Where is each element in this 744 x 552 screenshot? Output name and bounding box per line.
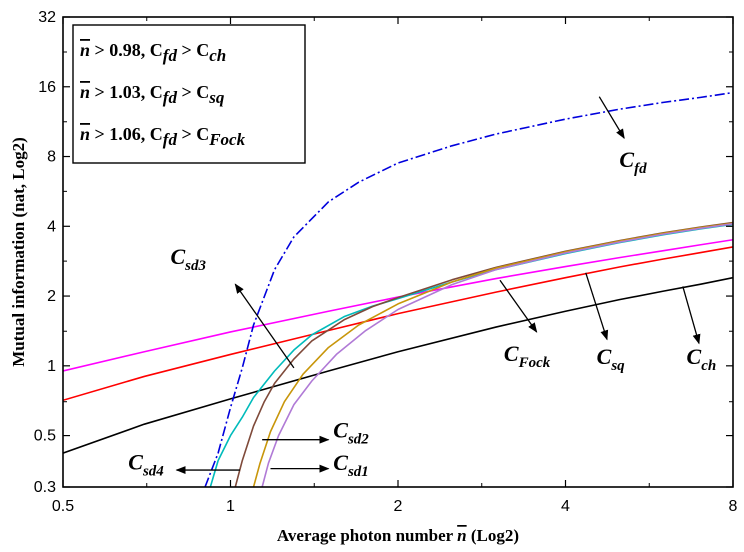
x-axis-title: Average photon number n (Log2) — [277, 526, 519, 545]
legend-compare: > C — [177, 124, 209, 144]
legend-compare: > C — [177, 40, 209, 60]
curve-label-main: C — [333, 450, 348, 475]
series-line-sq — [63, 246, 733, 402]
legend-entry: n > 0.98, Cfd > Cch — [80, 40, 226, 65]
annotation-arrow-fock — [499, 279, 538, 333]
x-tick-label: 2 — [394, 498, 403, 515]
legend-sub-1: fd — [163, 130, 178, 149]
y-tick-label: 4 — [47, 218, 56, 235]
legend-n: n — [80, 124, 90, 144]
annotation-arrow-sq — [585, 272, 609, 341]
y-tick-label: 8 — [47, 149, 56, 166]
curve-label-sub: sd1 — [347, 464, 369, 480]
curve-label-sd2: Csd2 — [333, 418, 369, 448]
series-group — [63, 91, 733, 487]
legend-compare: > C — [177, 82, 209, 102]
curve-label-sd4: Csd4 — [128, 449, 164, 479]
y-tick-label: 0.3 — [34, 479, 56, 496]
series-line-fock — [63, 238, 733, 372]
legend-n: n — [80, 82, 90, 102]
annotation-arrow-fd — [598, 96, 625, 140]
curve-label-ch: Cch — [687, 344, 717, 374]
y-axis: 0.3 0.5 1 2 4 8 16 32 — [34, 9, 733, 496]
series-line-fd — [204, 91, 733, 487]
x-tick-label: 4 — [561, 498, 570, 515]
x-axis-title-var: n — [457, 526, 466, 545]
x-axis: 0.5 1 2 4 8 — [52, 17, 738, 515]
legend-sub-1: fd — [163, 88, 178, 107]
x-tick-label: 0.5 — [52, 498, 74, 515]
y-tick-label: 0.5 — [34, 428, 56, 445]
series-line-sd2 — [252, 222, 733, 487]
curve-label-sd1: Csd1 — [333, 450, 369, 480]
curve-label-sub: sd2 — [347, 432, 369, 448]
curve-label-sub: fd — [634, 161, 647, 177]
curve-label-sub: Fock — [518, 355, 551, 371]
y-tick-label: 1 — [47, 358, 56, 375]
x-tick-label: 1 — [226, 498, 235, 515]
curve-label-sub: sq — [610, 358, 625, 374]
curve-label-sub: sd3 — [184, 258, 206, 274]
annotation-arrow-ch — [682, 286, 701, 345]
curve-label-fock: CFock — [504, 341, 551, 371]
annotation-arrow-sd3 — [234, 283, 295, 369]
curve-label-fd: Cfd — [619, 147, 647, 177]
legend-sub-2: Fock — [208, 130, 245, 149]
curve-label-main: C — [170, 244, 185, 269]
series-line-sd3 — [209, 223, 733, 487]
legend-frame — [72, 24, 306, 164]
y-tick-label: 32 — [38, 9, 56, 26]
curve-label-main: C — [504, 341, 519, 366]
x-axis-title-main: Average photon number — [277, 526, 457, 545]
curve-label-main: C — [333, 418, 348, 443]
x-axis-title-suffix: (Log2) — [467, 526, 519, 545]
series-line-ch — [63, 276, 733, 454]
series-line-sd4 — [234, 221, 733, 487]
legend-entry: n > 1.03, Cfd > Csq — [80, 82, 225, 107]
curve-label-main: C — [619, 147, 634, 172]
legend-entry: n > 1.06, Cfd > CFock — [80, 124, 246, 149]
curve-label-main: C — [687, 344, 702, 369]
legend-sub-2: sq — [208, 88, 225, 107]
legend-threshold: > 1.06, C — [90, 124, 163, 144]
y-tick-label: 16 — [38, 79, 56, 96]
curve-label-sq: Csq — [597, 344, 626, 374]
y-tick-label: 2 — [47, 288, 56, 305]
legend-sub-2: ch — [209, 46, 226, 65]
legend-threshold: > 0.98, C — [90, 40, 163, 60]
curve-label-sub: sd4 — [142, 463, 164, 479]
series-line-sd1 — [261, 223, 733, 487]
legend-n: n — [80, 40, 90, 60]
legend-sub-1: fd — [163, 46, 178, 65]
curve-label-sd3: Csd3 — [170, 244, 206, 274]
curve-label-main: C — [128, 449, 143, 474]
y-axis-title: Mutual information (nat, Log2) — [9, 137, 28, 367]
x-tick-label: 8 — [729, 498, 738, 515]
curve-label-main: C — [597, 344, 612, 369]
curve-label-sub: ch — [701, 358, 716, 374]
legend-threshold: > 1.03, C — [90, 82, 163, 102]
